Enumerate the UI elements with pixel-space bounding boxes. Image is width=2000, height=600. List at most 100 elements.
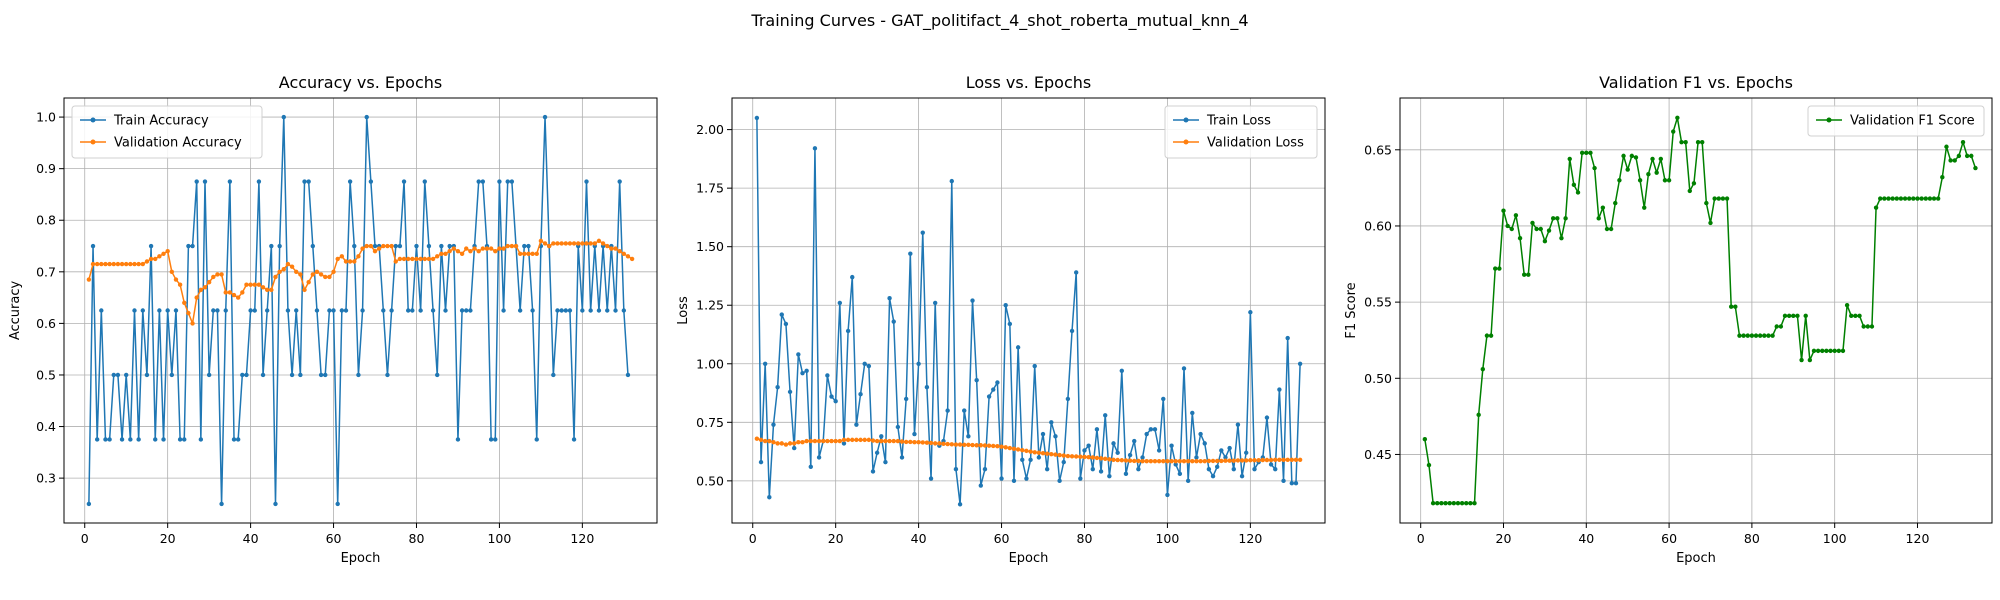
loss-data-point (920, 230, 925, 235)
loss-chart-title: Loss vs. Epochs (966, 73, 1091, 92)
loss-data-point (1190, 410, 1195, 416)
accuracy-data-point (430, 256, 436, 262)
accuracy-data-point (318, 372, 324, 378)
loss-data-point (767, 495, 772, 500)
f1-legend-box (1807, 105, 1985, 137)
accuracy-data-point (223, 308, 228, 313)
loss-data-point (812, 438, 818, 444)
loss-data-point (1165, 458, 1170, 464)
f1-data-point (1459, 500, 1465, 506)
loss-legend-box (1164, 105, 1318, 159)
loss-data-point (850, 437, 855, 443)
accuracy-data-point (182, 437, 187, 442)
accuracy-data-point (484, 246, 490, 251)
f1-data-point (1778, 324, 1784, 329)
loss-data-point (1194, 455, 1199, 460)
f1-data-point (1679, 139, 1684, 145)
f1-data-point (1803, 313, 1808, 319)
loss-data-point (1198, 431, 1203, 437)
accuracy-data-point (314, 269, 320, 275)
loss-data-point (825, 438, 830, 444)
loss-data-point (1107, 473, 1112, 479)
accuracy-data-point (165, 308, 170, 313)
accuracy-data-point (277, 243, 282, 249)
accuracy-data-point (119, 261, 125, 267)
loss-data-point (908, 439, 913, 445)
accuracy-data-point (302, 287, 307, 293)
f1-data-point (1633, 155, 1639, 160)
loss-data-point (775, 384, 780, 390)
accuracy-data-point (327, 308, 332, 313)
loss-data-point (937, 441, 942, 446)
loss-data-point (970, 442, 975, 448)
accuracy-data-point (405, 308, 411, 313)
loss-data-point (808, 438, 813, 444)
loss-data-point (916, 440, 921, 445)
f1-data-point (1579, 150, 1585, 156)
f1-data-point (1935, 196, 1941, 201)
accuracy-data-point (530, 251, 535, 256)
loss-x-tick-label: 0 (749, 531, 757, 546)
loss-data-point (953, 466, 959, 472)
accuracy-y-tick-label: 0.7 (36, 264, 56, 279)
loss-data-point (866, 363, 872, 369)
loss-data-point (808, 464, 813, 470)
loss-data-point (1214, 464, 1220, 470)
accuracy-data-point (128, 437, 133, 442)
accuracy-data-point (410, 256, 415, 262)
loss-data-point (1057, 452, 1062, 458)
loss-data-point (1227, 458, 1232, 463)
loss-data-point (779, 441, 784, 446)
accuracy-legend: Train Accuracy Validation Accuracy (71, 105, 263, 159)
accuracy-data-point (617, 248, 622, 254)
loss-data-point (833, 438, 838, 444)
loss-data-point (1181, 366, 1187, 371)
accuracy-data-point (621, 308, 627, 313)
accuracy-data-point (202, 285, 208, 290)
loss-data-point (1239, 473, 1245, 479)
loss-data-point (953, 442, 959, 447)
f1-data-point (1795, 313, 1800, 319)
f1-axes-frame (1399, 97, 1993, 524)
loss-data-point (991, 443, 996, 449)
loss-data-point (1297, 457, 1303, 462)
loss-data-point (1144, 431, 1149, 437)
f1-data-point (1530, 220, 1535, 226)
accuracy-data-point (124, 372, 129, 378)
f1-data-point (1480, 366, 1485, 372)
f1-data-point (1753, 333, 1759, 338)
loss-data-point (870, 438, 876, 443)
loss-data-point (1090, 455, 1095, 460)
f1-data-point (1637, 178, 1643, 183)
loss-data-point (912, 440, 917, 445)
loss-data-point (1219, 458, 1224, 464)
accuracy-data-point (488, 437, 494, 442)
accuracy-data-point (264, 308, 270, 313)
loss-data-point (978, 483, 984, 488)
f1-data-point (1948, 158, 1953, 163)
loss-data-point (841, 437, 847, 443)
loss-data-point (966, 434, 971, 439)
accuracy-y-tick-label: 0.4 (36, 419, 56, 434)
f1-data-point (1654, 170, 1659, 175)
loss-data-point (1003, 445, 1008, 450)
loss-data-point (858, 392, 863, 397)
loss-data-point (1177, 471, 1183, 477)
loss-x-tick-label: 80 (1077, 531, 1093, 546)
accuracy-data-point (439, 243, 444, 249)
f1-data-point (1662, 178, 1668, 183)
loss-data-point (1044, 466, 1050, 472)
accuracy-y-tick-label: 0.8 (36, 213, 56, 228)
loss-data-point (1161, 396, 1166, 402)
loss-data-point (1297, 361, 1303, 366)
accuracy-data-point (476, 179, 481, 184)
f1-data-point (1927, 196, 1933, 201)
loss-data-point (1132, 458, 1137, 464)
accuracy-data-point (186, 310, 191, 316)
loss-data-point (928, 440, 934, 446)
loss-data-point (1136, 466, 1141, 472)
accuracy-data-point (613, 308, 618, 313)
loss-data-point (916, 361, 921, 366)
accuracy-data-point (584, 179, 589, 184)
loss-data-point (1185, 458, 1191, 464)
